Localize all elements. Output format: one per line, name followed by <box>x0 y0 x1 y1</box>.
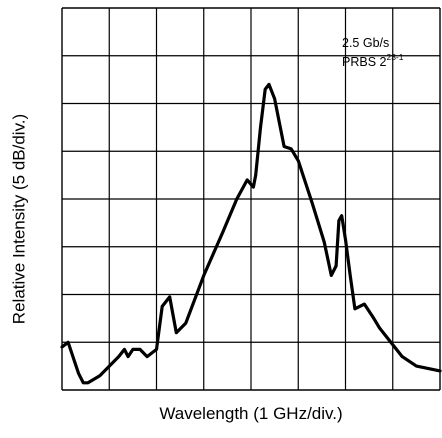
y-axis-label-text: Relative Intensity (5 dB/div.) <box>9 114 28 324</box>
spectrum-trace <box>60 82 442 385</box>
annotation-line-2: PRBS 223-1 <box>342 51 403 70</box>
annotation-exponent: 23-1 <box>386 52 404 62</box>
annotation-line-1: 2.5 Gb/s <box>342 36 390 50</box>
annotation: 2.5 Gb/s PRBS 223-1 <box>342 36 403 70</box>
grid <box>61 7 441 391</box>
annotation-prbs: PRBS 2 <box>342 55 387 70</box>
series-layer <box>60 82 442 385</box>
y-axis-label: Relative Intensity (5 dB/div.) <box>9 114 28 324</box>
x-axis-label: Wavelength (1 GHz/div.) <box>159 404 343 423</box>
